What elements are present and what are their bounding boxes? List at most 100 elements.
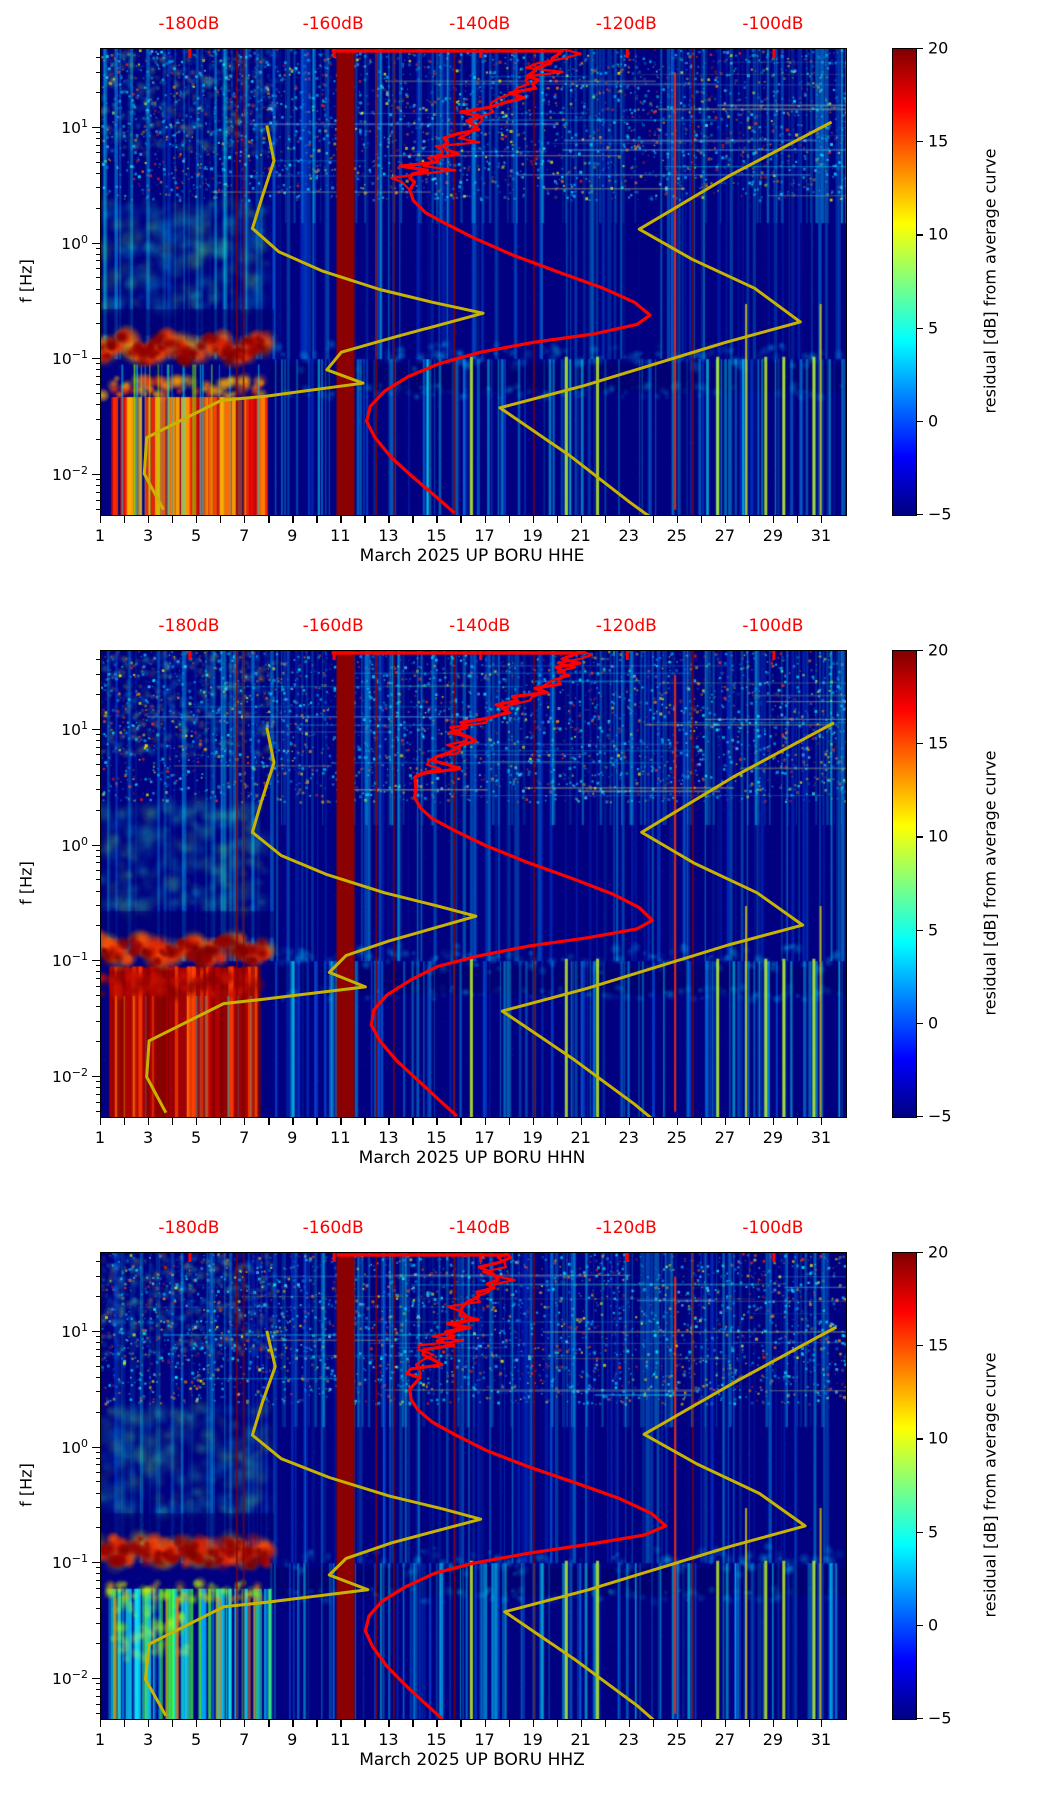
- y-minor-tick: [96, 323, 100, 325]
- x-tick: [196, 516, 198, 523]
- x-tick: [220, 516, 222, 523]
- colorbar-tick-label: 10: [928, 826, 949, 846]
- y-minor-tick: [96, 1643, 100, 1645]
- x-tick-label: 31: [810, 526, 832, 545]
- x-tick: [724, 516, 727, 523]
- y-minor-tick: [96, 288, 100, 290]
- x-tick-label: 1: [94, 526, 106, 545]
- spectrogram-canvas-hhn: [101, 651, 846, 1117]
- y-minor-tick: [96, 369, 100, 371]
- colorbar-tick-label: 0: [928, 1013, 939, 1033]
- x-tick-label: 17: [474, 1730, 495, 1749]
- colorbar-label: residual [dB] from average curve: [980, 148, 1000, 414]
- x-tick: [796, 516, 799, 523]
- y-minor-tick: [96, 1275, 100, 1277]
- y-tick-exponent: 0: [81, 834, 88, 848]
- top-axis-db-label: -180dB: [158, 14, 220, 34]
- x-tick: [484, 1118, 486, 1125]
- x-tick: [460, 516, 462, 523]
- colorbar-tick-label: −5: [928, 1106, 952, 1126]
- top-axis-db-label: -120dB: [595, 1218, 657, 1238]
- x-tick: [604, 1118, 606, 1125]
- x-tick: [412, 516, 414, 523]
- colorbar-tick: [917, 141, 923, 143]
- y-minor-tick: [96, 1006, 100, 1008]
- y-minor-tick: [96, 1391, 100, 1393]
- y-minor-tick: [96, 734, 100, 736]
- x-tick: [532, 1118, 534, 1125]
- colorbar-tick: [917, 327, 923, 329]
- x-tick: [316, 1720, 318, 1727]
- x-tick: [316, 516, 318, 523]
- colorbar: [892, 650, 917, 1118]
- x-tick: [364, 1720, 366, 1727]
- y-minor-tick: [96, 693, 100, 695]
- x-tick: [220, 1720, 222, 1727]
- top-axis-db-label: -120dB: [595, 616, 657, 636]
- y-minor-tick: [96, 439, 100, 441]
- x-tick: [532, 516, 534, 523]
- x-tick: [292, 516, 294, 523]
- colorbar-tick-label: 5: [928, 1522, 939, 1542]
- y-minor-tick: [96, 890, 100, 892]
- colorbar-tick: [917, 1252, 923, 1254]
- x-tick: [652, 1720, 655, 1727]
- y-minor-tick: [96, 965, 100, 967]
- x-tick: [700, 1118, 703, 1125]
- y-minor-tick: [96, 862, 100, 864]
- y-minor-tick: [96, 740, 100, 742]
- x-tick: [196, 1118, 198, 1125]
- plot-area-hhn: [100, 650, 847, 1118]
- top-axis-db-label: -180dB: [158, 616, 220, 636]
- x-tick-label: 31: [810, 1730, 832, 1749]
- y-minor-tick: [96, 754, 100, 756]
- x-tick-label: 11: [330, 1730, 351, 1749]
- x-tick: [196, 1720, 198, 1727]
- y-tick-label: 100: [61, 834, 88, 855]
- x-tick: [628, 1720, 630, 1727]
- y-tick-label: 101: [61, 718, 88, 739]
- x-tick-label: 5: [191, 526, 202, 545]
- x-tick-label: 29: [762, 1128, 784, 1147]
- x-tick: [820, 1118, 823, 1125]
- y-minor-tick: [96, 1492, 100, 1494]
- x-tick: [484, 516, 486, 523]
- y-tick-exponent: −1: [71, 348, 88, 362]
- colorbar-tick: [917, 48, 923, 50]
- plot-area-hhz: [100, 1252, 847, 1720]
- y-minor-tick: [96, 383, 100, 385]
- x-tick: [364, 1118, 366, 1125]
- x-tick: [268, 1118, 270, 1125]
- y-tick-exponent: −2: [71, 1065, 88, 1079]
- top-axis-db-label: -180dB: [158, 1218, 220, 1238]
- colorbar-tick-label: 0: [928, 411, 939, 431]
- x-tick: [148, 1720, 150, 1727]
- y-minor-tick: [96, 268, 100, 270]
- y-minor-tick: [96, 1622, 100, 1624]
- x-tick: [628, 1118, 630, 1125]
- plot-area-hhe: [100, 48, 847, 516]
- x-tick-label: 31: [810, 1128, 832, 1147]
- colorbar-tick: [917, 1718, 923, 1720]
- colorbar-tick-label: −5: [928, 504, 952, 524]
- y-tick: [92, 960, 100, 962]
- colorbar-tick-label: 15: [928, 1335, 949, 1355]
- y-minor-tick: [96, 1597, 100, 1599]
- y-tick-label: 10−1: [52, 1552, 88, 1573]
- y-minor-tick: [96, 995, 100, 997]
- y-minor-tick: [96, 1527, 100, 1529]
- x-tick-label: 3: [142, 1128, 154, 1147]
- x-tick-label: 21: [570, 526, 591, 545]
- y-tick-label: 100: [61, 1436, 88, 1457]
- x-tick-label: 27: [714, 1128, 736, 1147]
- y-minor-tick: [96, 1506, 100, 1508]
- x-tick: [388, 1118, 390, 1125]
- x-tick: [676, 516, 679, 523]
- x-tick-label: 9: [287, 1128, 298, 1147]
- y-tick: [92, 728, 100, 731]
- x-tick: [100, 516, 102, 523]
- y-tick: [92, 1677, 100, 1680]
- x-tick: [748, 516, 751, 523]
- y-minor-tick: [96, 152, 100, 154]
- x-tick: [340, 1118, 342, 1125]
